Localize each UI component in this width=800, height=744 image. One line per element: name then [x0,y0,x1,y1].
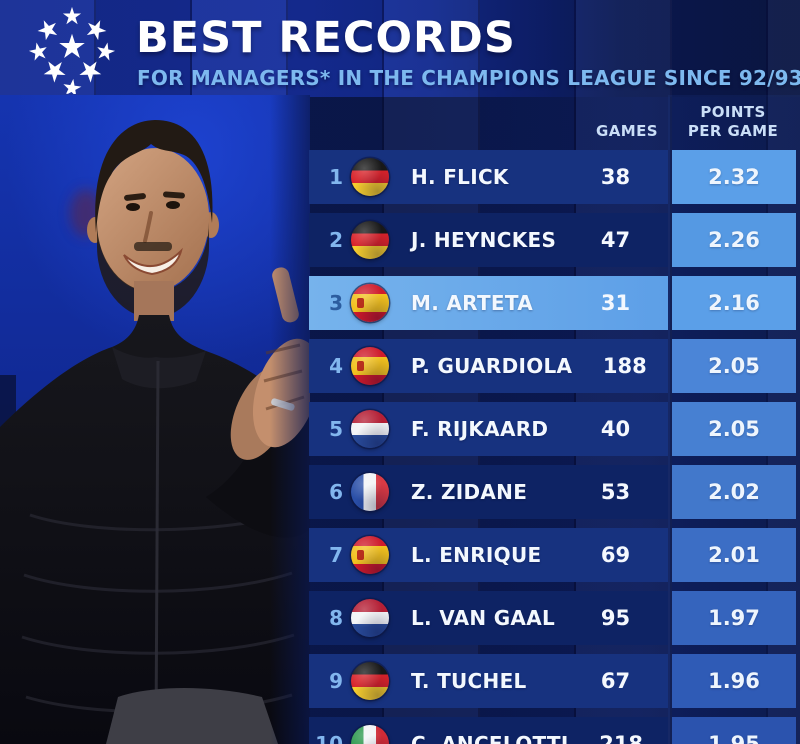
spain-flag-icon [351,347,389,385]
rank-label: 10 [315,732,343,744]
ppg-header-line2: PER GAME [687,122,779,140]
table-row-highlighted: 3 M. ARTETA 31 2.16 [309,276,796,330]
germany-flag-icon [351,662,389,700]
rank-label: 9 [329,669,343,693]
ppg-value: 2.02 [672,465,796,519]
header: BEST RECORDS FOR MANAGERS* IN THE CHAMPI… [0,0,800,97]
manager-photo [0,95,310,744]
manager-name: H. FLICK [411,165,509,189]
table-row: 10 C. ANCELOTTI 218 1.95 [309,717,796,744]
manager-name: L. ENRIQUE [411,543,542,567]
page-title: BEST RECORDS [136,13,516,63]
manager-face [87,120,219,321]
manager-name: T. TUCHEL [411,669,527,693]
ppg-value: 2.32 [672,150,796,204]
games-value: 218 [599,732,644,744]
games-value: 67 [600,669,631,693]
netherlands-flag-icon [351,599,389,637]
games-value: 38 [600,165,631,189]
ppg-value: 2.16 [672,276,796,330]
italy-flag-icon [351,725,389,744]
games-value: 95 [600,606,631,630]
games-value: 69 [600,543,631,567]
rank-label: 8 [329,606,343,630]
games-value: 47 [600,228,631,252]
france-flag-icon [351,473,389,511]
table-row: 4 P. GUARDIOLA 188 2.05 [309,339,796,393]
manager-ranking-table: 1 H. FLICK 38 2.32 2 J. HEYNCKES 47 2.26… [309,150,796,744]
rank-label: 7 [329,543,343,567]
table-row: 6 Z. ZIDANE 53 2.02 [309,465,796,519]
ppg-value: 2.05 [672,402,796,456]
manager-name: M. ARTETA [411,291,534,315]
manager-name: C. ANCELOTTI [411,732,569,744]
ppg-column-header: POINTS PER GAME [671,103,795,141]
ppg-value: 2.05 [672,339,796,393]
ppg-header-line1: POINTS [700,103,766,121]
table-row: 2 J. HEYNCKES 47 2.26 [309,213,796,267]
page-subtitle: FOR MANAGERS* IN THE CHAMPIONS LEAGUE SI… [137,66,800,90]
games-value: 188 [602,354,647,378]
table-row: 1 H. FLICK 38 2.32 [309,150,796,204]
manager-name: L. VAN GAAL [411,606,556,630]
ppg-value: 1.96 [672,654,796,708]
germany-flag-icon [351,221,389,259]
manager-name: J. HEYNCKES [411,228,557,252]
table-row: 9 T. TUCHEL 67 1.96 [309,654,796,708]
manager-name: Z. ZIDANE [411,480,528,504]
netherlands-flag-icon [351,410,389,448]
rank-label: 4 [329,354,343,378]
ppg-value: 2.01 [672,528,796,582]
games-value: 40 [600,417,631,441]
rank-label: 3 [329,291,343,315]
ppg-value: 2.26 [672,213,796,267]
rank-label: 5 [329,417,343,441]
table-row: 7 L. ENRIQUE 69 2.01 [309,528,796,582]
spain-flag-icon [351,284,389,322]
ppg-value: 1.95 [672,717,796,744]
rank-label: 2 [329,228,343,252]
germany-flag-icon [351,158,389,196]
games-column-header: GAMES [596,122,658,140]
rank-label: 6 [329,480,343,504]
spain-flag-icon [351,536,389,574]
table-row: 8 L. VAN GAAL 95 1.97 [309,591,796,645]
manager-name: F. RIJKAARD [411,417,549,441]
uefa-starball-icon [28,6,116,95]
table-row: 5 F. RIJKAARD 40 2.05 [309,402,796,456]
ppg-value: 1.97 [672,591,796,645]
rank-label: 1 [329,165,343,189]
games-value: 31 [600,291,631,315]
manager-name: P. GUARDIOLA [411,354,573,378]
games-value: 53 [600,480,631,504]
